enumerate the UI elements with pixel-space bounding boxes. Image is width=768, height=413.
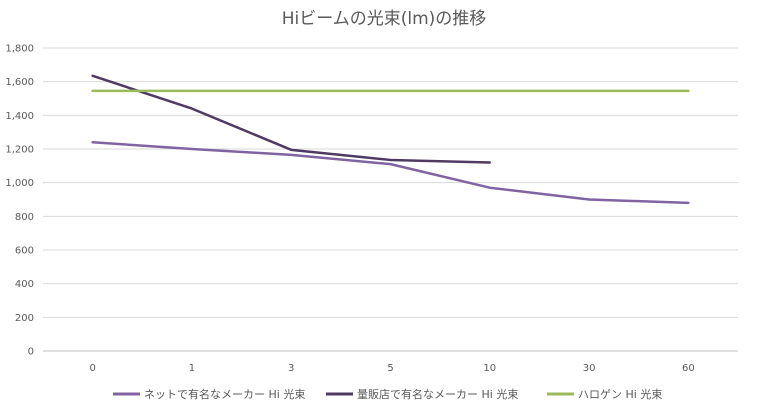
legend-label-3: ハロゲン Hi 光束 [578,387,662,401]
x-tick-label: 60 [682,363,695,374]
series-line-2 [91,74,492,164]
y-tick-label: 1,200 [5,145,34,156]
y-tick-label: 1,600 [5,77,34,88]
y-tick-label: 0 [28,347,34,358]
y-tick-label: 1,400 [5,111,34,122]
x-tick-label: 5 [387,363,393,374]
legend-label-2: 量販店で有名なメーカー Hi 光束 [357,387,518,401]
series-lines [91,74,690,205]
y-axis-ticks: 0 200 400 600 800 1,000 1,200 1,400 1,600 1,800 [5,44,34,358]
gridlines [43,47,738,352]
y-tick-label: 800 [15,212,34,223]
y-tick-label: 600 [15,246,34,257]
chart-title: Hiビームの光束(lm)の推移 [282,9,487,29]
y-tick-label: 1,000 [5,178,34,189]
legend: ネットで有名なメーカー Hi 光束 量販店で有名なメーカー Hi 光束 ハロゲン H… [113,387,662,401]
y-tick-label: 1,800 [5,44,34,55]
x-tick-label: 1 [189,363,195,374]
legend-label-1: ネットで有名なメーカー Hi 光束 [144,387,305,401]
x-tick-label: 0 [89,363,95,374]
x-tick-label: 30 [583,363,596,374]
x-axis-ticks: 0 1 3 5 10 30 60 [89,363,694,374]
x-tick-label: 10 [483,363,496,374]
x-tick-label: 3 [288,363,294,374]
series-line-1 [91,141,690,205]
y-tick-label: 400 [15,279,34,290]
y-tick-label: 200 [15,313,34,324]
